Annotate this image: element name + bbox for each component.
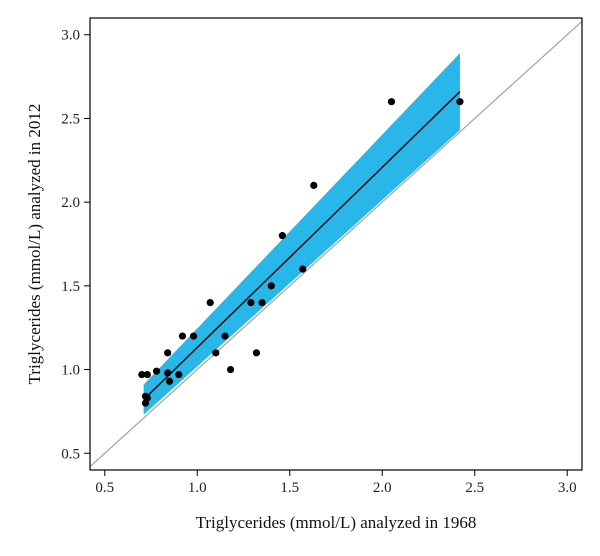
x-tick-label: 0.5 xyxy=(95,480,114,496)
y-tick-label: 3.0 xyxy=(61,28,80,44)
data-point xyxy=(456,98,464,106)
x-tick-label: 2.5 xyxy=(465,480,484,496)
data-point xyxy=(278,232,286,240)
data-point xyxy=(206,298,214,307)
y-axis-label: Triglycerides (mmol/L) analyzed in 2012 xyxy=(25,104,44,385)
data-point xyxy=(299,265,307,273)
regression-line xyxy=(143,91,461,401)
data-point xyxy=(310,181,318,190)
plot-content xyxy=(90,20,582,468)
y-tick-label: 1.0 xyxy=(61,363,80,379)
identity-line xyxy=(90,20,582,468)
x-tick-label: 2.0 xyxy=(373,480,392,496)
confidence-band xyxy=(143,53,460,415)
data-point xyxy=(164,349,172,357)
data-point xyxy=(226,365,235,374)
data-point xyxy=(258,298,266,307)
data-point xyxy=(247,298,255,307)
data-point xyxy=(175,370,183,379)
data-point xyxy=(164,369,172,377)
y-tick-label: 2.0 xyxy=(61,195,80,211)
data-point xyxy=(189,332,198,340)
y-tick-label: 0.5 xyxy=(61,446,80,462)
y-tick-label: 1.5 xyxy=(61,279,80,295)
data-point xyxy=(143,370,151,379)
x-tick-label: 1.0 xyxy=(188,480,207,496)
x-tick-label: 1.5 xyxy=(280,480,299,496)
plot-frame xyxy=(89,17,583,471)
data-point xyxy=(141,399,150,407)
data-point xyxy=(165,377,174,385)
data-point xyxy=(252,349,261,357)
data-point xyxy=(138,370,146,379)
x-axis-label: Triglycerides (mmol/L) analyzed in 1968 xyxy=(196,513,477,532)
data-point xyxy=(221,332,229,340)
plot-area: 0.5 1.0 1.5 2.0 2.5 3.0 0.5 1.0 1.5 2.0 2.5 3.0 xyxy=(61,17,583,496)
data-point xyxy=(152,367,161,375)
data-point xyxy=(387,98,396,106)
data-point xyxy=(212,349,220,357)
x-tick-label: 3.0 xyxy=(558,480,577,496)
data-point xyxy=(178,332,187,340)
y-tick-label: 2.5 xyxy=(61,111,80,127)
data-point xyxy=(267,282,275,290)
